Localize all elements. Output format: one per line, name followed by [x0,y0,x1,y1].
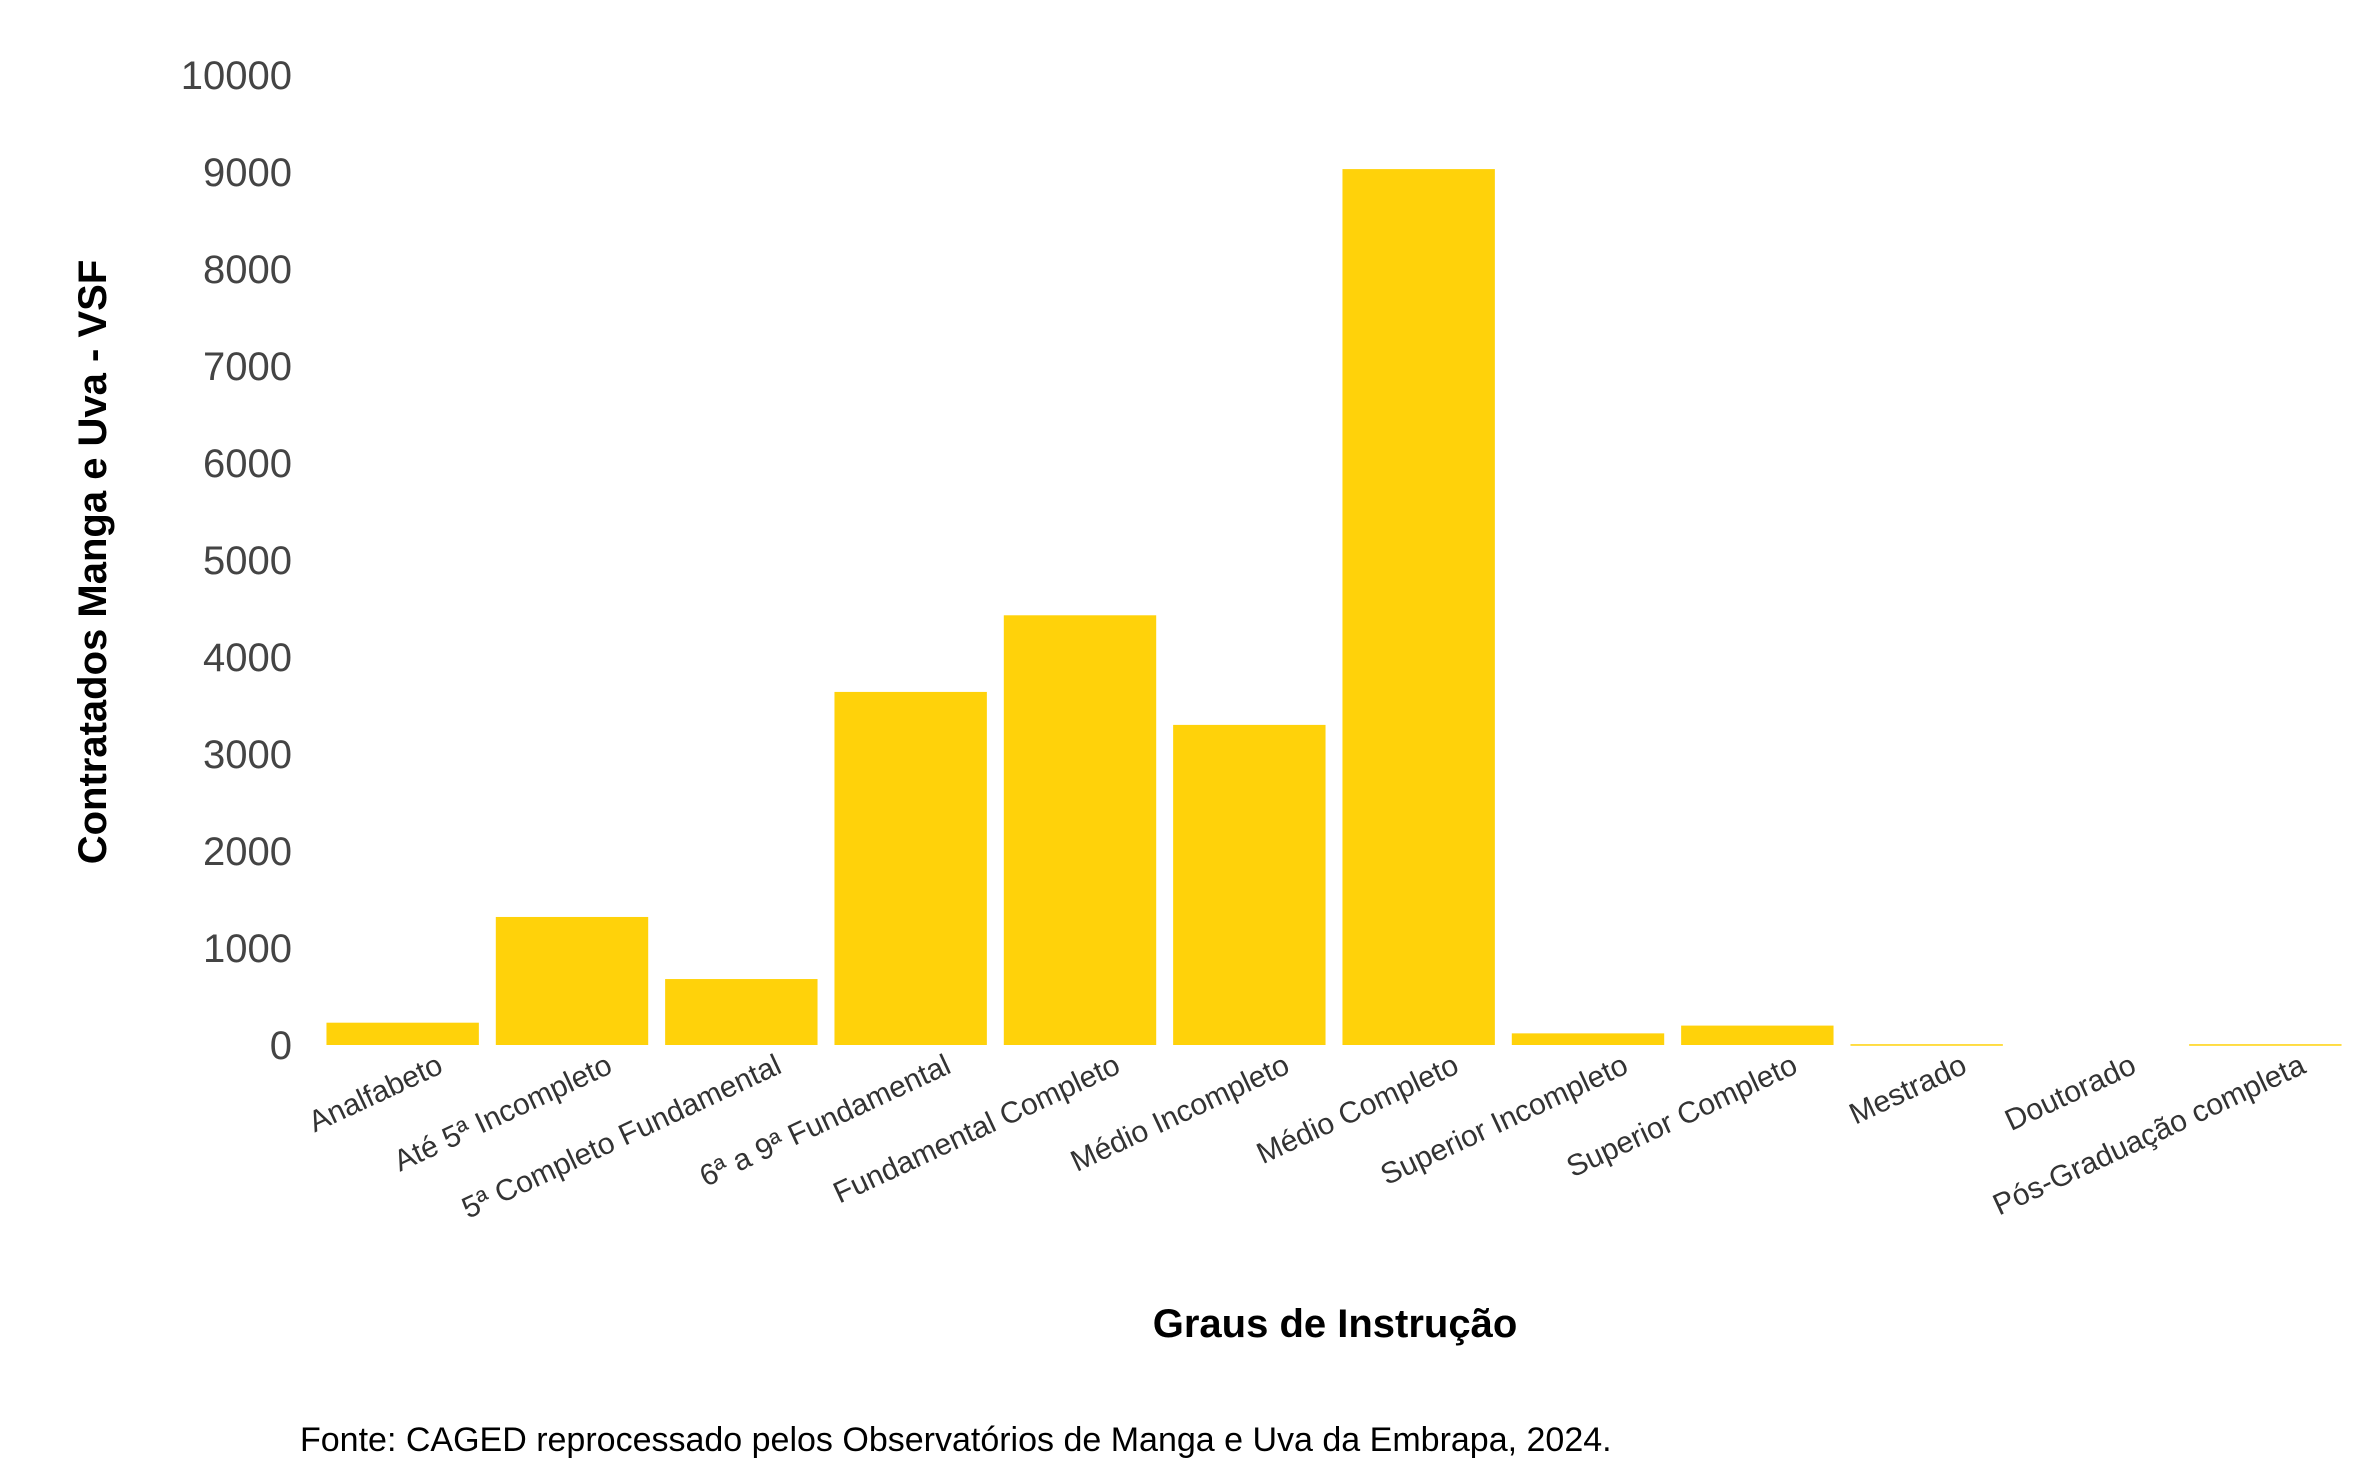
y-tick-label: 7000 [203,345,292,389]
source-caption: Fonte: CAGED reprocessado pelos Observat… [300,1421,1612,1459]
y-tick-label: 1000 [203,927,292,971]
y-tick-label: 9000 [203,151,292,195]
y-tick-label: 10000 [181,54,292,98]
y-tick-label: 0 [270,1024,292,1068]
y-tick-label: 6000 [203,442,292,486]
y-tick-label: 8000 [203,248,292,292]
x-axis-title: Graus de Instrução [1153,1302,1518,1346]
bar [665,979,818,1045]
bar [1850,1044,2003,1046]
x-tick-label: Fundamental Completo [828,1048,1125,1210]
bar [1511,1033,1665,1045]
y-tick-label: 4000 [203,636,292,680]
x-tick-label: Pós-Graduação completa [1988,1048,2311,1222]
bar [834,691,987,1045]
bar [1173,724,1326,1045]
bar [326,1022,479,1045]
bar [1681,1025,1834,1045]
y-axis-title: Contratados Manga e Uva - VSF [71,260,115,865]
x-tick-label: Doutorado [2000,1048,2141,1137]
y-tick-label: 3000 [203,733,292,777]
bar [1003,615,1157,1045]
x-tick-label: Mestrado [1844,1048,1971,1131]
bar [495,916,649,1045]
bar [1342,169,1495,1046]
y-axis-ticks: 0 1000 2000 3000 4000 5000 6000 7000 8000 9000 100… [181,54,292,1068]
bars [326,169,2342,1046]
x-tick-label: 5ª Completo Fundamental [457,1048,786,1225]
y-tick-label: 5000 [203,539,292,583]
x-tick-label: Analfabeto [304,1048,448,1139]
y-tick-label: 2000 [203,830,292,874]
bar [2189,1044,2342,1046]
